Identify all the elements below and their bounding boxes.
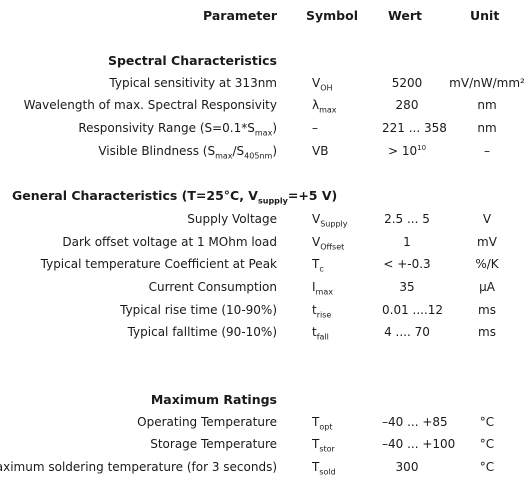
value: 221 ... 358	[382, 121, 447, 135]
param-label: Current Consumption	[148, 280, 277, 294]
param-label: Typical temperature Coefficient at Peak	[40, 257, 277, 271]
symbol: trise	[312, 303, 332, 320]
table-row: Dark offset voltage at 1 MOhm load VOffs…	[0, 235, 531, 255]
symbol: VOH	[312, 76, 333, 93]
table-row: Wavelength of max. Spectral Responsivity…	[0, 98, 531, 118]
param-label: Operating Temperature	[137, 415, 277, 429]
value: > 1010	[387, 144, 427, 158]
header-unit: Unit	[470, 8, 500, 23]
value: 2.5 ... 5	[384, 212, 430, 226]
section-title-spectral: Spectral Characteristics	[107, 53, 277, 68]
value: –40 ... +85	[382, 415, 448, 429]
table-row: Supply Voltage VSupply 2.5 ... 5 V	[0, 212, 531, 232]
section-title-maximum: Maximum Ratings	[150, 392, 277, 407]
value: –40 ... +100	[382, 437, 456, 451]
unit: –	[484, 144, 490, 158]
unit: μA	[479, 280, 495, 294]
unit: °C	[479, 437, 495, 451]
table-row: Typical falltime (90-10%) tfall 4 .... 7…	[0, 325, 531, 345]
table-row: Storage Temperature Tstor –40 ... +100 °…	[0, 437, 531, 457]
unit: ms	[478, 325, 496, 339]
symbol: λmax	[312, 98, 337, 115]
unit: mV	[477, 235, 497, 249]
value: 300	[395, 460, 419, 474]
param-label: Storage Temperature	[150, 437, 277, 451]
symbol: VSupply	[312, 212, 348, 229]
table-row: Current Consumption Imax 35 μA	[0, 280, 531, 300]
param-label: Typical falltime (90-10%)	[127, 325, 277, 339]
param-label: Wavelength of max. Spectral Responsivity	[23, 98, 277, 112]
symbol: VOffset	[312, 235, 345, 252]
unit: %/K	[475, 257, 499, 271]
unit: ms	[478, 303, 496, 317]
unit: V	[482, 212, 492, 226]
table-row: Operating Temperature Topt –40 ... +85 °…	[0, 415, 531, 435]
param-label: Dark offset voltage at 1 MOhm load	[62, 235, 277, 249]
param-label: Responsivity Range (S=0.1*Smax)	[78, 121, 277, 138]
unit: °C	[479, 415, 495, 429]
symbol: Topt	[312, 415, 333, 432]
symbol: Tsold	[312, 460, 336, 477]
value: 280	[395, 98, 419, 112]
unit: nm	[477, 98, 497, 112]
param-label: Maximum soldering temperature (for 3 sec…	[0, 460, 277, 474]
symbol: –	[312, 121, 318, 135]
table-row: Typical sensitivity at 313nm VOH 5200 mV…	[0, 76, 531, 96]
symbol: Imax	[312, 280, 333, 297]
param-label: Visible Blindness (Smax/S405nm)	[98, 144, 277, 161]
value: 0.01 ....12	[382, 303, 444, 317]
table-row: Visible Blindness (Smax/S405nm) VB > 101…	[0, 144, 531, 164]
section-title-general: General Characteristics (T=25°C, Vsupply…	[12, 188, 338, 206]
symbol: Tc	[312, 257, 324, 274]
param-label: Typical rise time (10-90%)	[120, 303, 277, 317]
symbol: VB	[312, 144, 329, 158]
header-value: Wert	[388, 8, 422, 23]
unit: mV/nW/mm²	[449, 76, 525, 90]
unit: nm	[477, 121, 497, 135]
value: 4 .... 70	[384, 325, 430, 339]
param-label: Typical sensitivity at 313nm	[109, 76, 277, 90]
value: 1	[403, 235, 411, 249]
value: 35	[399, 280, 415, 294]
header-symbol: Symbol	[306, 8, 358, 23]
value: < +-0.3	[383, 257, 431, 271]
table-row: Typical temperature Coefficient at Peak …	[0, 257, 531, 277]
table-row: Responsivity Range (S=0.1*Smax) – 221 ..…	[0, 121, 531, 141]
table-row: Typical rise time (10-90%) trise 0.01 ..…	[0, 303, 531, 323]
param-label: Supply Voltage	[187, 212, 277, 226]
symbol: Tstor	[312, 437, 335, 454]
value: 5200	[391, 76, 423, 90]
symbol: tfall	[312, 325, 329, 342]
header-parameter: Parameter	[203, 8, 277, 23]
unit: °C	[479, 460, 495, 474]
table-row: Maximum soldering temperature (for 3 sec…	[0, 460, 531, 480]
